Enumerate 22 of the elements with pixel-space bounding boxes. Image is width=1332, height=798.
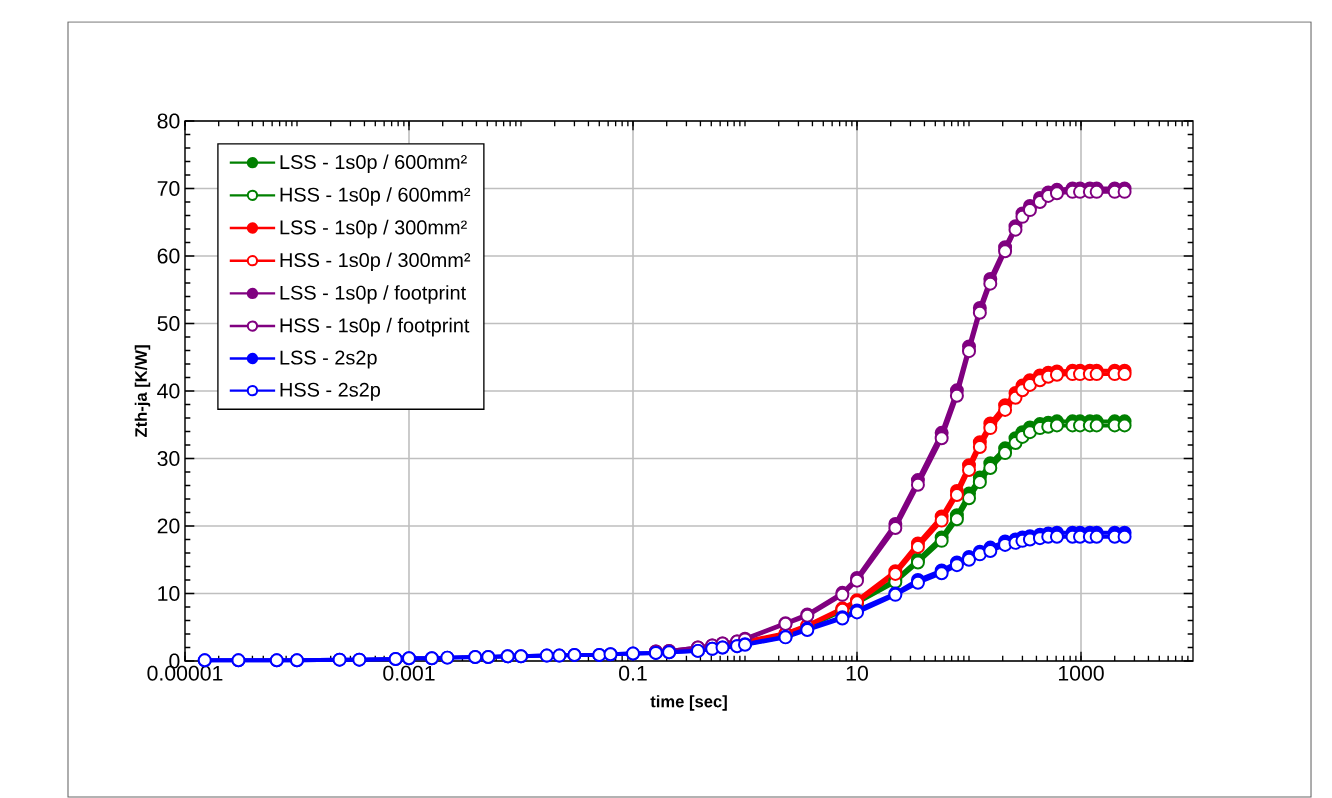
y-axis-title: Zth-ja [K/W]	[134, 345, 151, 438]
legend-label: HSS - 1s0p / footprint	[280, 317, 470, 337]
x-axis-title: time [sec]	[650, 695, 727, 711]
legend-label: LSS - 1s0p / 300mm²	[280, 219, 467, 239]
x-tick-label: 0.1	[619, 665, 647, 681]
legend-label: LSS - 1s0p / 600mm²	[280, 154, 467, 174]
legend-label: LSS - 2s2p	[280, 350, 377, 369]
y-tick-label: 30	[157, 450, 180, 467]
legend-label: HSS - 1s0p / 600mm²	[280, 187, 471, 206]
x-tick-label: 10	[846, 665, 868, 681]
legend-label: LSS - 1s0p / footprint	[280, 285, 466, 304]
y-tick-label: 50	[157, 315, 180, 332]
y-tick-label: 80	[157, 113, 180, 129]
legend-label: HSS - 1s0p / 300mm²	[280, 252, 471, 272]
y-tick-label: 40	[157, 383, 180, 399]
y-tick-label: 70	[157, 180, 180, 197]
x-tick-label: 1000	[1058, 665, 1104, 681]
y-tick-label: 10	[158, 585, 180, 602]
x-tick-label: 0.001	[383, 665, 435, 681]
y-tick-label: 20	[157, 518, 180, 534]
y-tick-label: 60	[157, 248, 180, 264]
legend-label: HSS - 2s2p	[280, 382, 381, 401]
